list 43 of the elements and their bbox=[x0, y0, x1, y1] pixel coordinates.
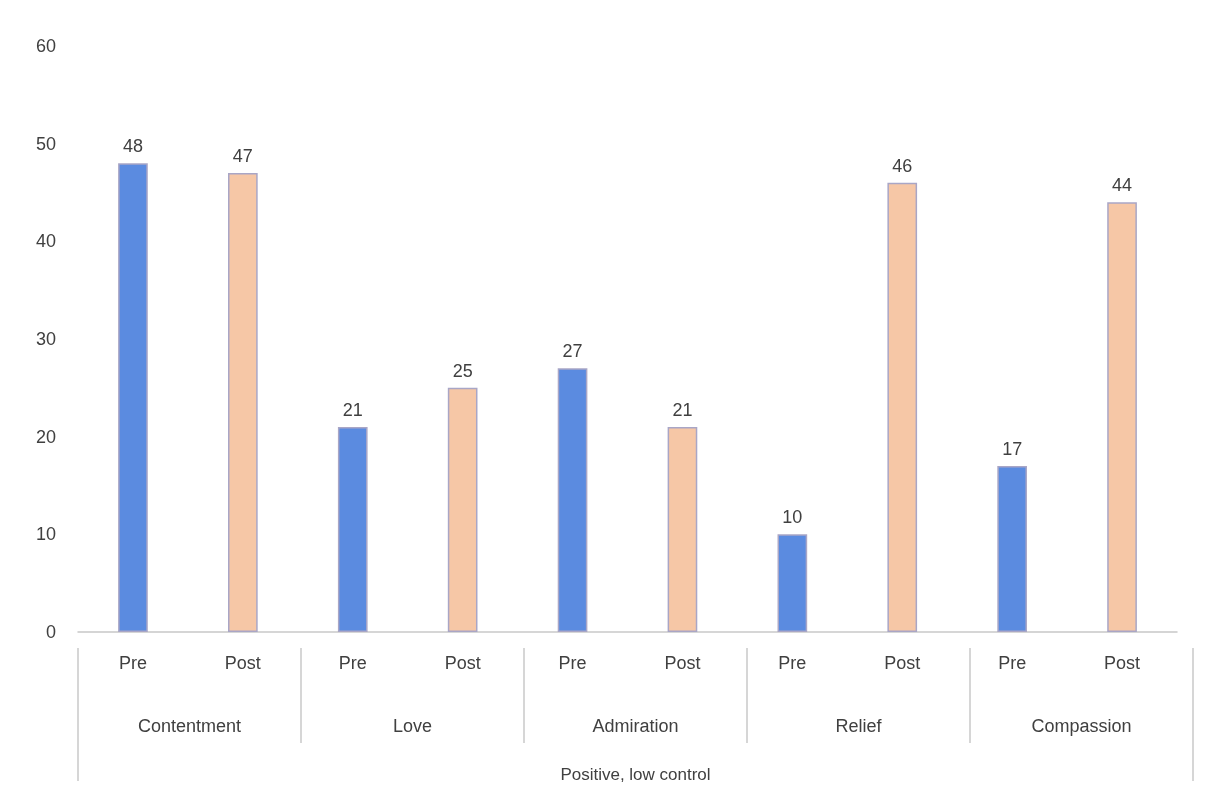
y-tick-label: 50 bbox=[35, 133, 56, 154]
bar bbox=[557, 368, 588, 632]
text: Positive, low control bbox=[559, 764, 712, 786]
data-label: 46 bbox=[892, 155, 913, 176]
x-tick-label: Post bbox=[224, 653, 261, 673]
y-tick-label: 10 bbox=[35, 524, 56, 545]
bar bbox=[997, 465, 1027, 632]
bar bbox=[118, 163, 148, 632]
text: Compassion bbox=[1031, 716, 1132, 736]
data-label: 25 bbox=[452, 360, 473, 381]
bar bbox=[337, 426, 368, 632]
y-tick-label: 0 bbox=[45, 622, 56, 642]
data-label: 48 bbox=[122, 136, 143, 157]
x-tick-label: Pre bbox=[778, 653, 807, 673]
x-tick-label: Pre bbox=[998, 653, 1027, 673]
bar bbox=[228, 172, 258, 632]
data-label: 21 bbox=[672, 399, 693, 420]
data-label: 21 bbox=[342, 399, 363, 420]
text: Admiration bbox=[592, 716, 679, 736]
text: Relief bbox=[835, 716, 883, 736]
x-tick-label: Post bbox=[664, 653, 701, 673]
x-tick-label: Pre bbox=[118, 653, 147, 673]
x-tick-label: Pre bbox=[558, 653, 587, 673]
y-tick-label: 60 bbox=[35, 36, 56, 56]
y-tick-label: 30 bbox=[35, 329, 56, 349]
y-tick-label: 20 bbox=[35, 426, 56, 447]
bar bbox=[1107, 202, 1137, 632]
data-label: 47 bbox=[232, 145, 253, 166]
x-tick-label: Post bbox=[1104, 653, 1141, 673]
x-tick-label: Pre bbox=[338, 653, 367, 673]
x-tick-label: Post bbox=[444, 653, 481, 673]
data-label: 27 bbox=[562, 341, 583, 362]
text: Love bbox=[392, 716, 433, 736]
bar bbox=[887, 182, 918, 632]
bar bbox=[447, 387, 478, 632]
data-label: 44 bbox=[1112, 175, 1133, 196]
y-tick-label: 40 bbox=[35, 231, 56, 252]
data-label: 17 bbox=[1002, 438, 1023, 459]
data-label: 10 bbox=[782, 507, 803, 528]
text: Contentment bbox=[137, 716, 242, 736]
x-tick-label: Post bbox=[884, 653, 921, 673]
bar bbox=[777, 534, 808, 632]
bar bbox=[667, 426, 698, 632]
